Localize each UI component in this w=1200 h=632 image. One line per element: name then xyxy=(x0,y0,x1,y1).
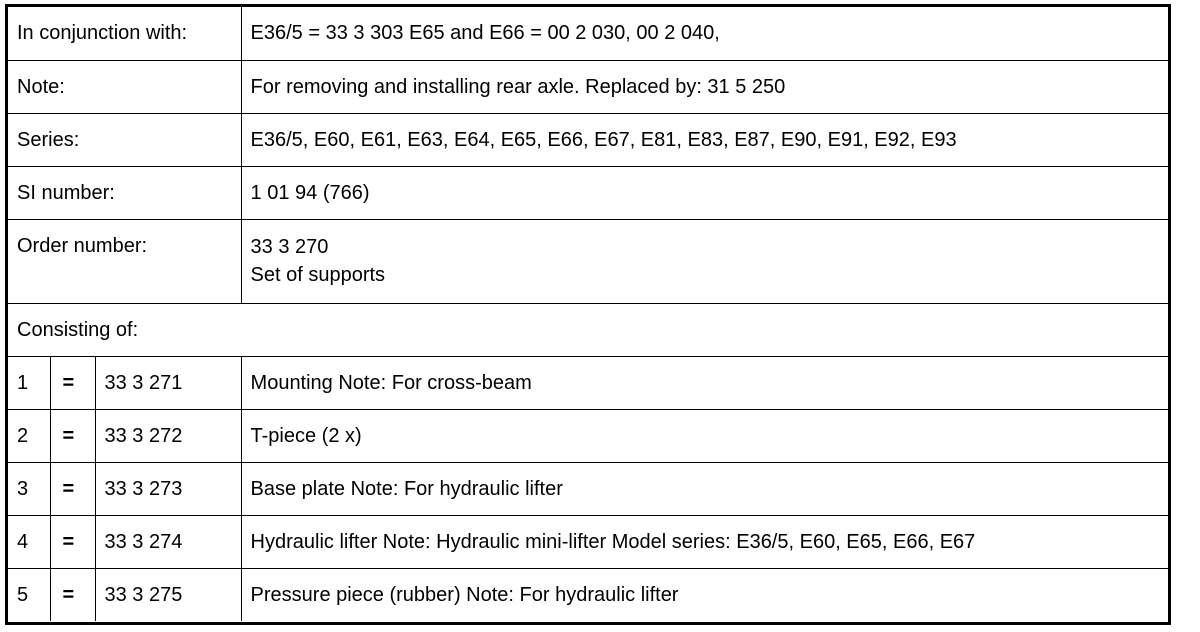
row-si-number: SI number: 1 01 94 (766) xyxy=(8,165,1168,220)
parts-info-table: In conjunction with: E36/5 = 33 3 303 E6… xyxy=(5,4,1171,625)
part-desc: T-piece (2 x) xyxy=(240,408,1168,463)
row-series: Series: E36/5, E60, E61, E63, E64, E65, … xyxy=(8,112,1168,167)
part-pos: 4 xyxy=(8,514,51,569)
part-row: 4 = 33 3 274 Hydraulic lifter Note: Hydr… xyxy=(8,514,1168,569)
part-equals: = xyxy=(49,567,96,621)
value-series: E36/5, E60, E61, E63, E64, E65, E66, E67… xyxy=(240,112,1168,167)
value-order: 33 3 270 Set of supports xyxy=(240,218,1168,304)
part-number: 33 3 275 xyxy=(94,567,242,621)
label-si-number: SI number: xyxy=(8,165,242,220)
row-consisting-of: Consisting of: xyxy=(8,302,1168,357)
part-equals: = xyxy=(49,408,96,463)
label-consisting-of: Consisting of: xyxy=(8,302,1168,357)
part-pos: 2 xyxy=(8,408,51,463)
part-row: 1 = 33 3 271 Mounting Note: For cross-be… xyxy=(8,355,1168,410)
label-in-conjunction: In conjunction with: xyxy=(8,7,242,61)
value-note: For removing and installing rear axle. R… xyxy=(240,59,1168,114)
row-in-conjunction: In conjunction with: E36/5 = 33 3 303 E6… xyxy=(8,7,1168,61)
part-desc: Hydraulic lifter Note: Hydraulic mini-li… xyxy=(240,514,1168,569)
row-note: Note: For removing and installing rear a… xyxy=(8,59,1168,114)
part-pos: 1 xyxy=(8,355,51,410)
part-equals: = xyxy=(49,514,96,569)
value-in-conjunction: E36/5 = 33 3 303 E65 and E66 = 00 2 030,… xyxy=(240,7,1168,61)
label-note: Note: xyxy=(8,59,242,114)
part-number: 33 3 272 xyxy=(94,408,242,463)
row-order-number: Order number: 33 3 270 Set of supports xyxy=(8,218,1168,304)
order-name: Set of supports xyxy=(250,264,386,286)
part-row: 2 = 33 3 272 T-piece (2 x) xyxy=(8,408,1168,463)
part-number: 33 3 274 xyxy=(94,514,242,569)
label-order-number: Order number: xyxy=(8,218,242,304)
part-desc: Mounting Note: For cross-beam xyxy=(240,355,1168,410)
part-row: 3 = 33 3 273 Base plate Note: For hydrau… xyxy=(8,461,1168,516)
part-desc: Pressure piece (rubber) Note: For hydrau… xyxy=(240,567,1168,621)
order-number: 33 3 270 xyxy=(250,236,329,258)
part-pos: 5 xyxy=(8,567,51,621)
part-number: 33 3 273 xyxy=(94,461,242,516)
part-pos: 3 xyxy=(8,461,51,516)
part-equals: = xyxy=(49,461,96,516)
part-desc: Base plate Note: For hydraulic lifter xyxy=(240,461,1168,516)
part-number: 33 3 271 xyxy=(94,355,242,410)
value-si-number: 1 01 94 (766) xyxy=(240,165,1168,220)
label-series: Series: xyxy=(8,112,242,167)
part-equals: = xyxy=(49,355,96,410)
part-row: 5 = 33 3 275 Pressure piece (rubber) Not… xyxy=(8,567,1168,621)
